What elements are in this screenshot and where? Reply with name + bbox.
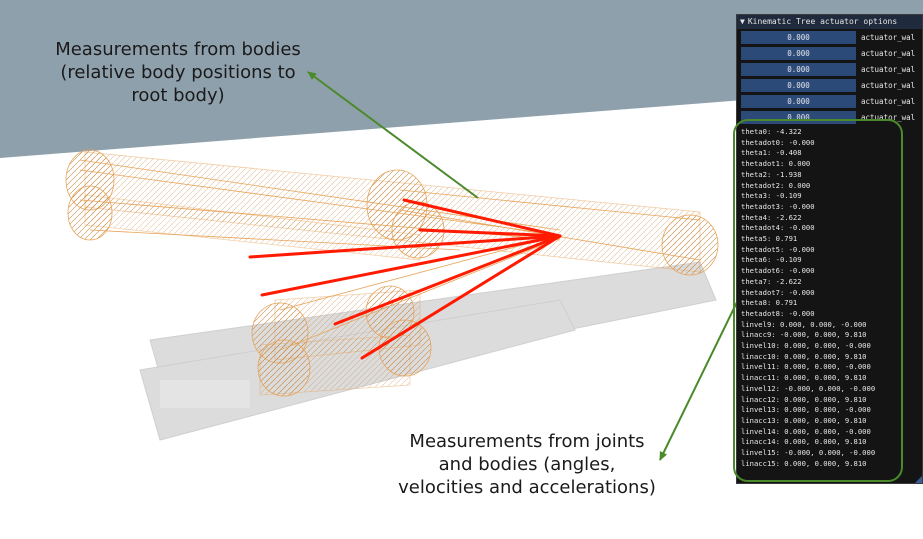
actuator-value: 0.000 bbox=[787, 113, 810, 122]
readout-line: thetadot0: -0.000 bbox=[741, 137, 815, 147]
actuator-slider[interactable]: 0.000 bbox=[741, 31, 856, 44]
readout-line: theta8: 0.791 bbox=[741, 298, 798, 308]
actuator-name: actuator_wal bbox=[861, 33, 916, 42]
readout-line: thetadot4: -0.000 bbox=[741, 223, 815, 233]
sky-background bbox=[0, 0, 923, 158]
callout-arrow-bodies bbox=[307, 71, 479, 199]
actuator-row: 0.000 actuator_wal bbox=[737, 110, 922, 125]
measurement-readouts: theta0: -4.322 thetadot0: -0.000 theta1:… bbox=[737, 127, 922, 470]
readout-line: linacc15: 0.000, 0.000, 9.810 bbox=[741, 458, 867, 468]
readout-line: thetadot1: 0.000 bbox=[741, 159, 811, 169]
actuator-slider[interactable]: 0.000 bbox=[741, 79, 856, 92]
readout-line: linvel10: 0.000, 0.000, -0.000 bbox=[741, 341, 871, 351]
actuator-name: actuator_wal bbox=[861, 113, 916, 122]
readout-line: linacc9: -0.000, 0.000, 9.810 bbox=[741, 330, 867, 340]
actuator-value: 0.000 bbox=[787, 33, 810, 42]
readout-line: theta1: -0.408 bbox=[741, 148, 802, 158]
actuator-value: 0.000 bbox=[787, 81, 810, 90]
readout-line: linacc10: 0.000, 0.000, 9.810 bbox=[741, 351, 867, 361]
readout-line: theta0: -4.322 bbox=[741, 127, 802, 136]
readout-line: theta2: -1.938 bbox=[741, 169, 802, 179]
readout-line: thetadot3: -0.000 bbox=[741, 201, 815, 211]
annotation-body-measurements: Measurements from bodies (relative body … bbox=[55, 39, 301, 106]
panel-title: Kinematic Tree actuator options bbox=[747, 17, 898, 26]
actuator-options-panel[interactable]: ▼ Kinematic Tree actuator options 0.000 a… bbox=[736, 14, 923, 484]
actuator-row: 0.000 actuator_wal bbox=[737, 46, 922, 61]
actuator-row: 0.000 actuator_wal bbox=[737, 62, 922, 77]
body-measurement-lines bbox=[248, 198, 562, 360]
actuator-row: 0.000 actuator_wal bbox=[737, 30, 922, 45]
readout-line: linvel12: -0.000, 0.000, -0.000 bbox=[741, 383, 876, 393]
readout-line: thetadot2: 0.000 bbox=[741, 180, 811, 190]
annotation-joint-measurements: Measurements from joints and bodies (ang… bbox=[398, 431, 656, 498]
panel-header[interactable]: ▼ Kinematic Tree actuator options bbox=[737, 15, 922, 29]
readout-line: linacc13: 0.000, 0.000, 9.810 bbox=[741, 415, 867, 425]
actuator-row: 0.000 actuator_wal bbox=[737, 94, 922, 109]
readout-line: theta4: -2.622 bbox=[741, 212, 802, 222]
readout-line: linvel11: 0.000, 0.000, -0.000 bbox=[741, 362, 871, 372]
actuator-name: actuator_wal bbox=[861, 49, 916, 58]
readout-line: theta7: -2.622 bbox=[741, 276, 802, 286]
resize-grip-icon[interactable] bbox=[915, 476, 922, 483]
actuator-slider[interactable]: 0.000 bbox=[741, 95, 856, 108]
readout-line: thetadot8: -0.000 bbox=[741, 308, 815, 318]
actuator-value: 0.000 bbox=[787, 49, 810, 58]
actuator-value: 0.000 bbox=[787, 65, 810, 74]
readout-line: linacc11: 0.000, 0.000, 9.810 bbox=[741, 373, 867, 383]
readout-line: linvel13: 0.000, 0.000, -0.000 bbox=[741, 405, 871, 415]
actuator-row: 0.000 actuator_wal bbox=[737, 78, 922, 93]
actuator-name: actuator_wal bbox=[861, 81, 916, 90]
readout-line: theta5: 0.791 bbox=[741, 234, 798, 244]
readout-line: linacc12: 0.000, 0.000, 9.810 bbox=[741, 394, 867, 404]
readout-line: theta3: -0.109 bbox=[741, 191, 802, 201]
callout-arrow-joints bbox=[659, 299, 739, 461]
readout-line: thetadot5: -0.000 bbox=[741, 244, 815, 254]
readout-line: thetadot7: -0.000 bbox=[741, 287, 815, 297]
readout-line: thetadot6: -0.000 bbox=[741, 266, 815, 276]
robot-wireframe bbox=[65, 149, 719, 397]
actuator-name: actuator_wal bbox=[861, 97, 916, 106]
actuator-slider[interactable]: 0.000 bbox=[741, 63, 856, 76]
readout-line: linvel9: 0.000, 0.000, -0.000 bbox=[741, 319, 867, 329]
actuator-slider[interactable]: 0.000 bbox=[741, 111, 856, 124]
actuator-value: 0.000 bbox=[787, 97, 810, 106]
readout-line: linacc14: 0.000, 0.000, 9.810 bbox=[741, 437, 867, 447]
readout-line: theta6: -0.109 bbox=[741, 255, 802, 265]
readout-line: linvel15: -0.000, 0.000, -0.000 bbox=[741, 448, 876, 458]
collapse-triangle-icon[interactable]: ▼ bbox=[740, 17, 745, 26]
readout-line: linvel14: 0.000, 0.000, -0.000 bbox=[741, 426, 871, 436]
actuator-slider[interactable]: 0.000 bbox=[741, 47, 856, 60]
actuator-name: actuator_wal bbox=[861, 65, 916, 74]
